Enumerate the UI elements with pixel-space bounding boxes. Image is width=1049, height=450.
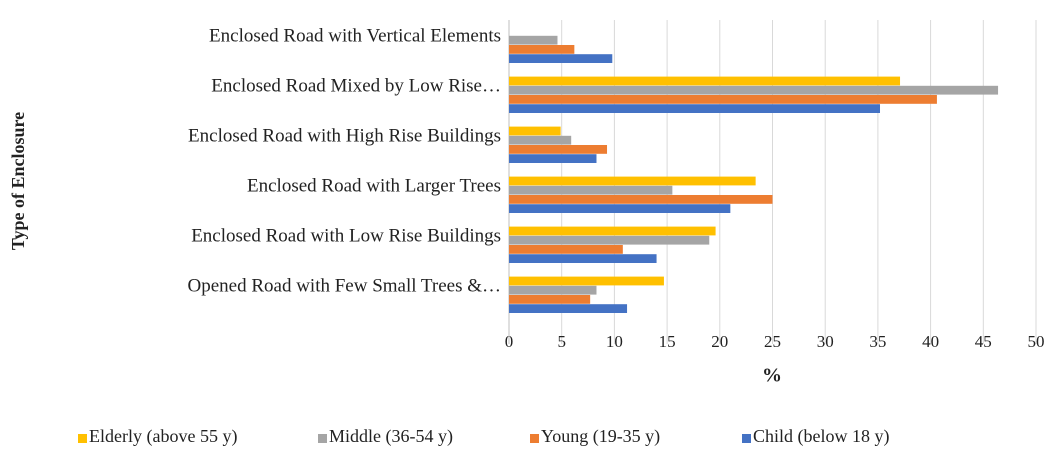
bar [509,185,673,195]
y-tick-label: Enclosed Road with Low Rise Buildings [191,225,501,246]
bar [509,204,731,213]
x-tick-label: 30 [817,332,834,351]
bar [509,304,628,313]
x-tick-label: 10 [606,332,623,351]
bar [509,235,710,245]
bar [509,226,716,236]
bar [509,135,572,145]
legend-swatch [318,434,327,443]
bar [509,35,558,45]
x-tick-label: 40 [922,332,939,351]
x-tick-label: 20 [711,332,728,351]
bar [509,276,664,286]
y-tick-label: Enclosed Road with Vertical Elements [209,25,501,46]
legend-label: Child (below 18 y) [753,426,890,447]
bar [509,95,937,104]
legend-swatch [742,434,751,443]
y-tick-label: Enclosed Road with High Rise Buildings [188,125,501,146]
x-tick-label: 25 [764,332,781,351]
bar [509,154,597,163]
bar [509,145,608,154]
legend-label: Elderly (above 55 y) [89,426,237,447]
y-tick-label: Enclosed Road with Larger Trees [247,175,501,196]
bar [509,295,591,304]
bar [509,254,657,263]
legend-swatch [78,434,87,443]
x-tick-label: 35 [869,332,886,351]
y-axis-label: Type of Enclosure [8,112,28,250]
bar [509,85,999,95]
x-tick-label: 5 [557,332,566,351]
x-axis-label: % [762,365,782,387]
legend-label: Middle (36-54 y) [329,426,453,447]
bar [509,45,575,54]
bar [509,285,597,295]
bar [509,104,881,113]
x-tick-label: 15 [659,332,676,351]
bar [509,76,901,86]
bar [509,195,773,204]
x-tick-label: 50 [1028,332,1045,351]
bar [509,245,623,254]
legend-label: Young (19-35 y) [541,426,660,447]
y-tick-label: Opened Road with Few Small Trees &… [188,275,502,296]
y-tick-label: Enclosed Road Mixed by Low Rise… [211,75,501,96]
legend-swatch [530,434,539,443]
bar [509,126,561,136]
bar [509,54,613,63]
x-tick-label: 45 [975,332,992,351]
bar [509,176,756,186]
